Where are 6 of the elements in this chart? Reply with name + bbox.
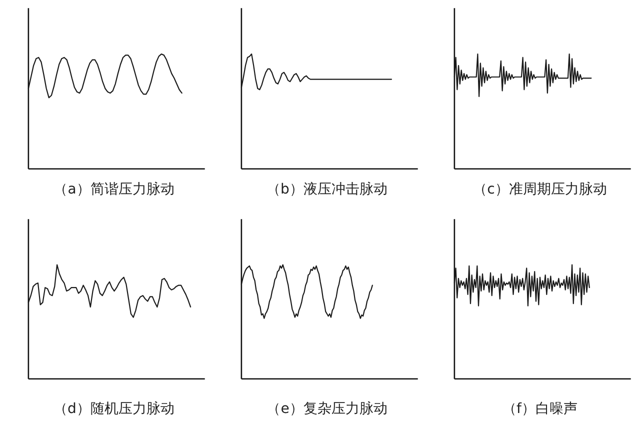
- text: （c）准周期压力脉动: [473, 182, 607, 198]
- text: （b）液压冲击脉动: [266, 182, 388, 198]
- text: （d）随机压力脉动: [54, 401, 174, 417]
- text: （a）简谐压力脉动: [54, 182, 174, 198]
- text: （f）白噪声: [502, 401, 578, 417]
- text: （e）复杂压力脉动: [266, 401, 388, 417]
